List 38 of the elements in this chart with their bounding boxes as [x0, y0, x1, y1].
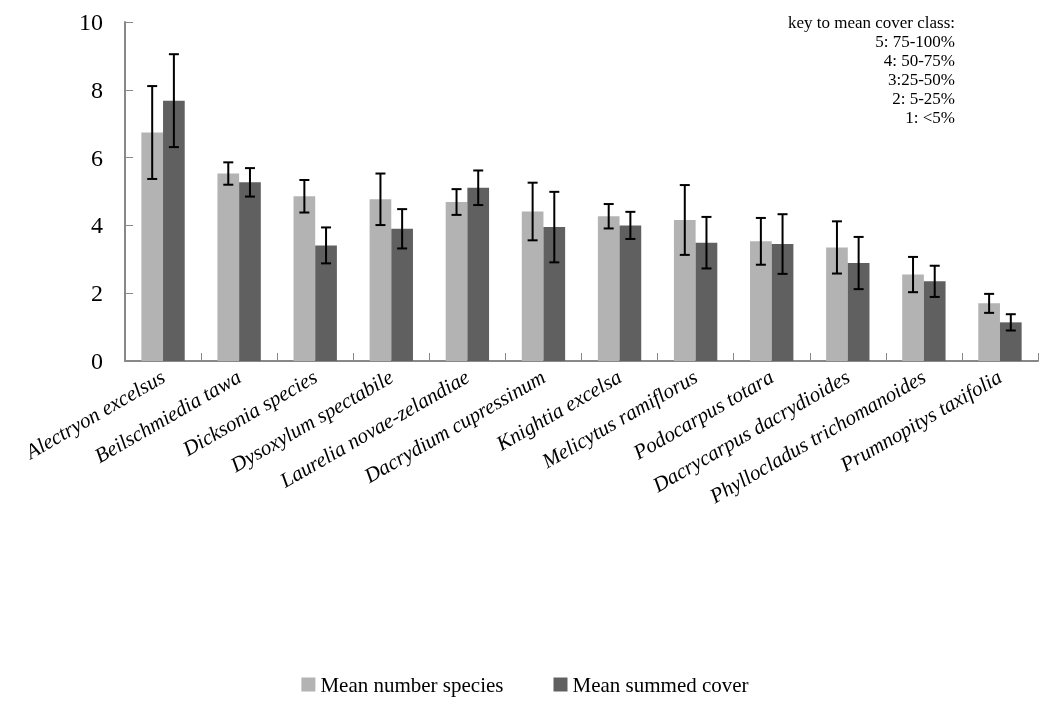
bar [163, 100, 185, 361]
y-tick-label: 8 [91, 76, 103, 103]
bar [847, 263, 870, 361]
bar [673, 219, 696, 361]
y-tick-label: 2 [91, 280, 103, 307]
bar [521, 211, 544, 361]
legend-label: Mean summed cover [572, 672, 749, 697]
annotation: 2: 5-25% [892, 89, 955, 108]
bar [999, 322, 1022, 361]
bar [217, 173, 240, 361]
annotation: 1: <5% [905, 108, 956, 127]
bar [826, 247, 848, 361]
bar [445, 202, 468, 361]
bar [597, 216, 620, 361]
annotation: 4: 50-75% [883, 51, 955, 70]
bar [369, 199, 392, 361]
bar [978, 303, 1000, 361]
bar [619, 225, 642, 361]
bar [141, 132, 164, 361]
y-tick-label: 4 [91, 212, 103, 239]
y-tick-label: 10 [79, 9, 103, 35]
bar [391, 228, 413, 361]
y-tick-label: 6 [91, 144, 103, 171]
bar [315, 245, 337, 361]
bar [923, 281, 946, 361]
annotation: 5: 75-100% [875, 32, 955, 51]
bar [771, 244, 794, 361]
bar [902, 274, 924, 361]
legend-label: Mean number species [320, 672, 504, 697]
y-tick-label: 0 [91, 348, 103, 374]
annotation: 3:25-50% [887, 70, 955, 89]
bar [750, 241, 772, 361]
annotation: key to mean cover class: [787, 13, 955, 32]
bar [293, 196, 316, 361]
bar [695, 242, 718, 361]
bar [467, 187, 490, 361]
bar [543, 227, 566, 361]
bar [239, 182, 261, 361]
